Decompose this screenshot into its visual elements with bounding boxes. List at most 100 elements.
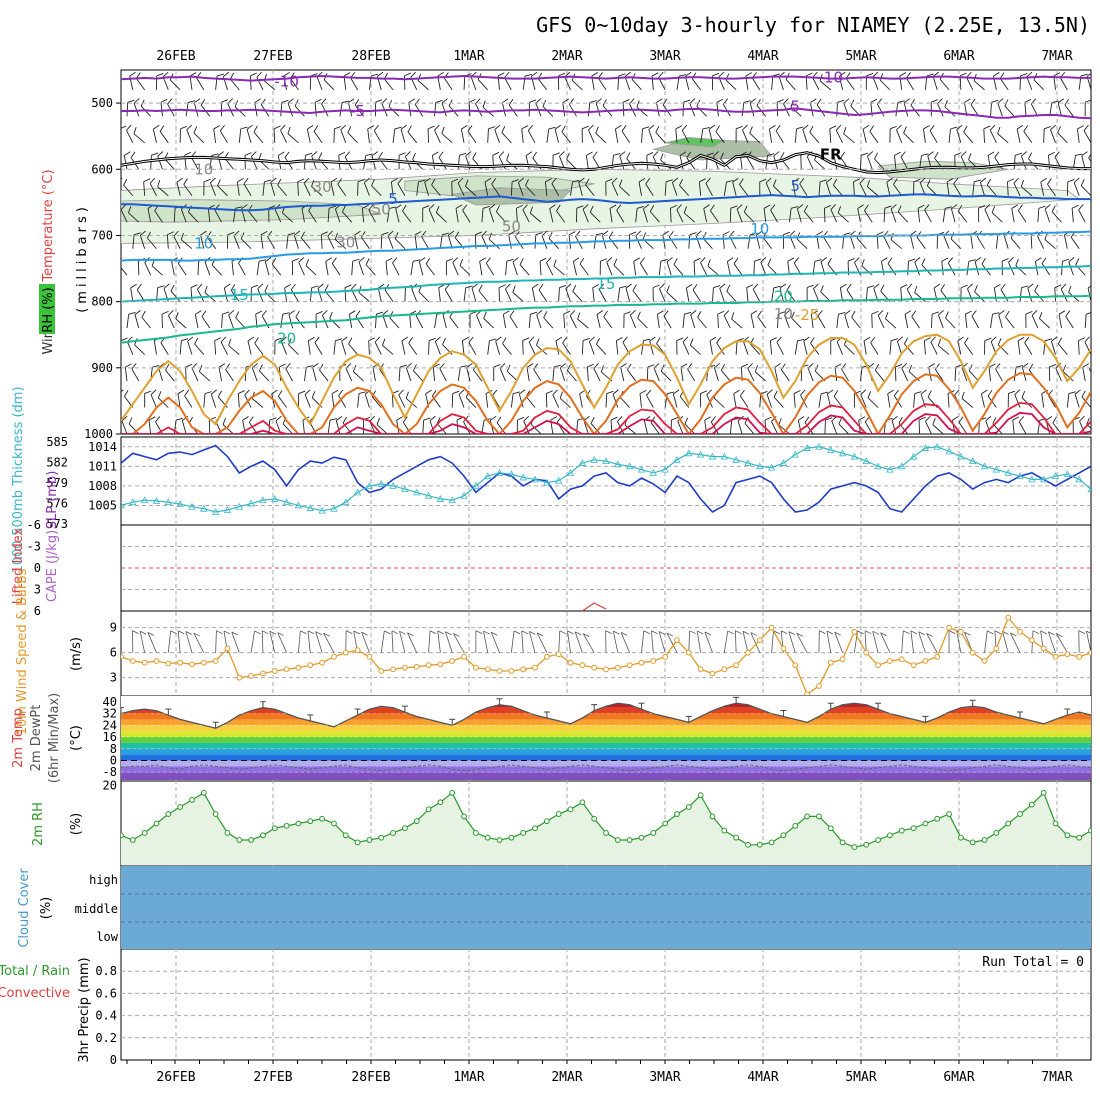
wind-barb <box>739 178 749 197</box>
wind-barb <box>159 125 169 144</box>
wind-barb <box>966 71 974 91</box>
wind-barb <box>121 389 124 408</box>
wind-barb <box>994 151 1003 170</box>
wind-barb <box>228 338 240 355</box>
wind-barb <box>462 204 471 223</box>
surface-barb <box>605 630 612 653</box>
wind-barb <box>273 125 281 143</box>
surface-barb <box>521 630 528 653</box>
wind-barb <box>434 336 441 355</box>
wind-barb <box>343 72 351 90</box>
wind-barb <box>1024 336 1033 355</box>
temp-tick-label: 40 <box>103 695 117 709</box>
wind-barb <box>802 124 809 143</box>
wind-barb <box>662 98 672 117</box>
wind-barb <box>598 283 607 302</box>
wind-barb <box>970 98 980 117</box>
wind-barb <box>1024 98 1032 117</box>
temp-tick-label: 16 <box>103 730 117 744</box>
wind-barb <box>441 126 453 144</box>
wind-barb <box>589 205 601 223</box>
thickness-marker <box>176 500 184 508</box>
wind-barb <box>402 204 412 223</box>
wind-barb <box>1051 205 1062 223</box>
precip-tick-label: 0.6 <box>95 986 117 1000</box>
wind-speed-point <box>390 666 396 673</box>
wind-barb <box>133 98 140 117</box>
temp-tick-label: 0 <box>110 753 117 767</box>
wind-barb <box>428 204 435 223</box>
wind-barb <box>140 99 151 117</box>
wind-barb <box>479 257 486 276</box>
wind-barb <box>466 363 473 382</box>
wind-barb <box>774 363 781 382</box>
wind-barb <box>243 177 252 196</box>
precip-label: 3hr Precip (mm) <box>77 957 92 1062</box>
wind-speed-point <box>650 658 657 664</box>
wind-barb <box>131 363 140 382</box>
surface-barb <box>1010 632 1021 653</box>
wind-barb <box>553 259 565 276</box>
wind-barb <box>889 125 897 143</box>
wind-barb <box>603 310 613 329</box>
wind-barb <box>636 100 648 117</box>
wind-barb <box>422 205 430 223</box>
wind-barb <box>684 417 696 434</box>
wind-barb <box>702 231 713 249</box>
thickness-marker <box>389 482 397 489</box>
wind-barb <box>508 230 515 249</box>
surface-barb <box>147 632 157 653</box>
wind-barb <box>1096 258 1100 275</box>
thickness-marker <box>661 465 669 473</box>
rh-point <box>875 837 881 843</box>
surface-barb <box>1047 631 1056 653</box>
wind-barb <box>852 178 860 196</box>
wind-barb <box>305 258 317 276</box>
wind-barb <box>469 311 477 329</box>
thickness-marker <box>992 465 1001 473</box>
wind-barb <box>978 205 986 223</box>
wind-barb <box>303 177 311 196</box>
wind-speed-point <box>520 666 527 673</box>
wind-barb <box>392 257 400 276</box>
wind-barb <box>563 310 571 329</box>
isotherm-15 <box>121 264 1091 303</box>
wind-barb <box>1019 285 1029 302</box>
wind-barb <box>914 257 921 276</box>
wind-barb <box>1017 336 1025 355</box>
rh-point <box>319 815 325 822</box>
wind-speed-point <box>177 659 184 666</box>
slp-tick-label: 1011 <box>88 459 117 473</box>
wind-barb <box>297 390 306 408</box>
thickness-marker <box>330 504 338 512</box>
date-label-bottom: 1MAR <box>453 1070 484 1085</box>
wind-barb <box>337 178 347 197</box>
wind-barb <box>703 204 710 223</box>
wind-barb <box>838 417 849 434</box>
wind-barb <box>1000 283 1009 302</box>
wind-barb <box>866 179 879 197</box>
isotherm-label: 5 <box>790 97 800 115</box>
wind-barb <box>331 257 341 276</box>
rh-contour-label: 30 <box>313 178 332 196</box>
surface-barb <box>528 631 536 653</box>
wind-barb <box>930 311 939 329</box>
surface-barb <box>864 630 872 653</box>
cloud-layer-label: low <box>96 930 118 944</box>
wind-barb <box>566 152 577 170</box>
wind-barb <box>236 178 244 196</box>
isotherm-label: 20 <box>277 330 296 348</box>
wind-barb <box>729 205 738 223</box>
wind-barb <box>559 362 567 382</box>
wind-barb <box>530 71 538 90</box>
thickness-marker <box>921 444 930 451</box>
thickness-marker <box>401 485 409 493</box>
wind-barb <box>403 72 412 90</box>
wind-barb <box>959 72 967 90</box>
wind-speed-point <box>804 691 810 695</box>
thickness-marker <box>898 462 906 470</box>
thickness-marker <box>223 506 232 513</box>
rh-area <box>121 792 1091 865</box>
wind-barb <box>1066 179 1075 196</box>
wind-barb <box>203 178 211 196</box>
